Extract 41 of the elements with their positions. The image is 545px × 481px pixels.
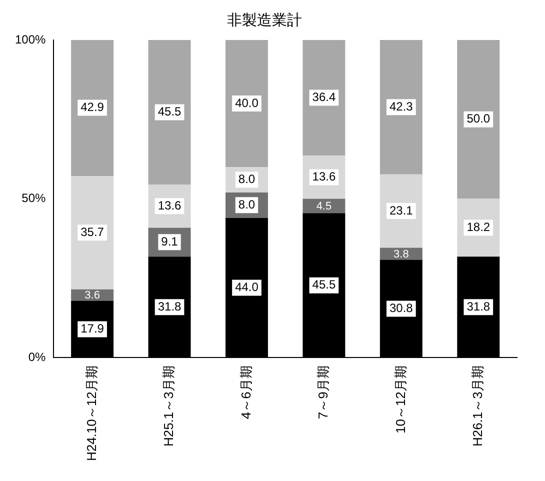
bar [226, 40, 268, 168]
data-label: 4.5 [316, 200, 332, 212]
data-label: 17.9 [80, 322, 104, 336]
y-tick-label: 0% [28, 350, 46, 364]
data-label: 36.4 [312, 90, 336, 104]
x-tick-label: 4～6月期 [238, 366, 254, 420]
x-tick-label: 7～9月期 [316, 366, 331, 420]
chart-title: 非製造業計 [227, 12, 302, 30]
data-label: 42.3 [389, 99, 414, 114]
data-label: 13.6 [312, 170, 336, 184]
data-label: 50.0 [466, 112, 490, 126]
x-tick-label: H26.1～3月期 [470, 366, 485, 447]
data-label: 18.2 [466, 220, 490, 234]
bar [71, 40, 114, 176]
data-label: 30.8 [389, 301, 414, 316]
bar [302, 40, 346, 156]
data-label: 3.6 [84, 290, 100, 302]
y-tick-label: 50% [22, 191, 46, 206]
x-tick-label: 10～12月期 [392, 366, 408, 434]
data-label: 40.0 [235, 96, 259, 110]
data-label: 3.8 [394, 248, 409, 260]
bar [380, 248, 422, 260]
data-label: 8.0 [238, 172, 256, 186]
data-label: 23.1 [389, 203, 414, 218]
data-label: 31.8 [466, 299, 490, 314]
data-label: 35.7 [80, 224, 104, 239]
data-label: 45.5 [158, 104, 182, 119]
data-label: 31.8 [158, 299, 182, 314]
x-tick-label: H25.1～3月期 [161, 366, 176, 447]
bar [71, 176, 114, 290]
bar [148, 40, 191, 185]
y-tick-label: 100% [14, 32, 46, 46]
bar [457, 40, 500, 199]
bar [380, 40, 422, 174]
x-tick-label: H24.10～12月期 [84, 366, 99, 462]
data-label: 13.6 [158, 198, 182, 212]
data-label: 9.1 [161, 234, 178, 248]
data-label: 8.0 [238, 197, 256, 212]
data-label: 42.9 [80, 100, 104, 114]
data-label: 45.5 [312, 278, 336, 292]
data-label: 44.0 [235, 280, 259, 294]
